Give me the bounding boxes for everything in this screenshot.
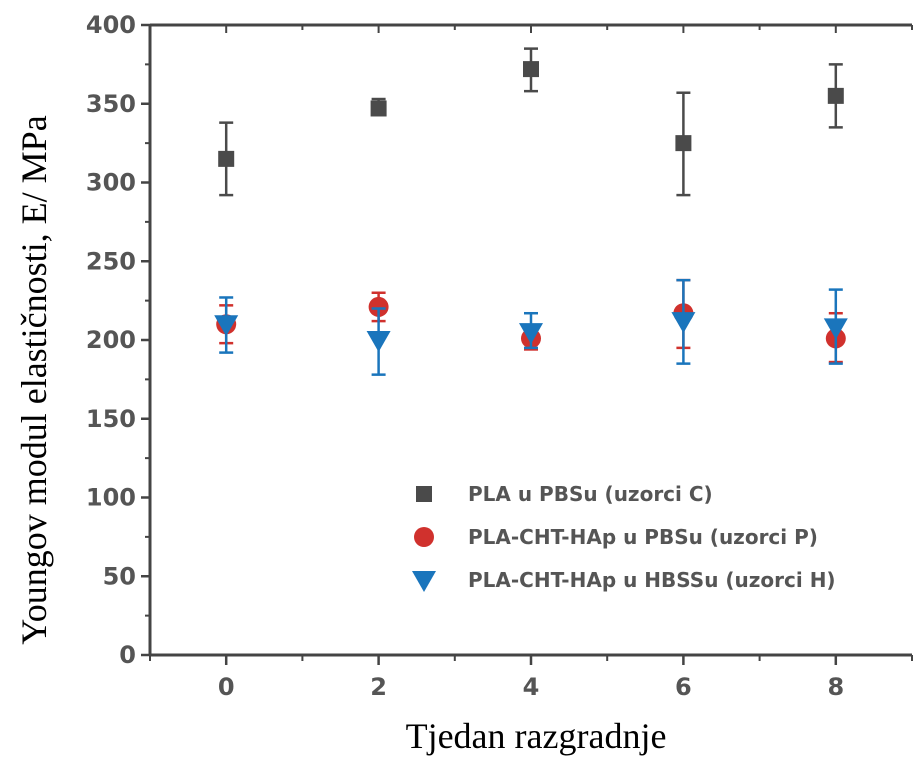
y-tick-label: 50	[103, 562, 136, 590]
y-tick-label: 150	[86, 405, 136, 433]
series-3	[214, 278, 848, 376]
data-point	[366, 331, 391, 352]
data-point	[523, 61, 539, 78]
data-point	[519, 323, 543, 345]
x-axis-title: Tjedan razgradnje	[406, 716, 667, 756]
data-point	[827, 87, 844, 104]
series-1	[218, 47, 844, 197]
y-axis-title: Youngov modul elastičnosti, E/ MPa	[14, 115, 54, 644]
x-tick-label: 2	[370, 673, 387, 701]
x-tick-label: 8	[827, 673, 844, 701]
legend-marker	[416, 486, 432, 502]
y-tick-label: 250	[86, 247, 136, 275]
data-points	[214, 47, 848, 376]
legend-label: PLA-CHT-HAp u HBSSu (uzorci H)	[468, 568, 836, 592]
y-tick-label: 300	[86, 169, 136, 197]
data-point	[823, 318, 848, 340]
data-point	[214, 315, 239, 337]
data-point	[675, 135, 692, 152]
y-tick-label: 400	[86, 11, 136, 39]
legend-marker	[412, 571, 436, 592]
data-point	[671, 312, 696, 334]
x-tick-label: 4	[523, 673, 540, 701]
x-tick-label: 0	[218, 673, 235, 701]
axes: 0 50 100 150 200 250 300 350 400 0 2 4 6 8	[86, 11, 913, 701]
legend-label: PLA u PBSu (uzorci C)	[468, 482, 713, 506]
y-tick-label: 0	[119, 641, 136, 669]
legend: PLA u PBSu (uzorci C) PLA-CHT-HAp u PBSu …	[412, 482, 836, 592]
y-tick-label: 350	[86, 90, 136, 118]
data-point	[218, 150, 235, 167]
legend-label: PLA-CHT-HAp u PBSu (uzorci P)	[468, 525, 818, 549]
x-tick-label: 6	[675, 673, 692, 701]
y-tick-label: 200	[86, 326, 136, 354]
legend-marker	[414, 527, 434, 547]
data-point	[370, 100, 387, 117]
y-tick-label: 100	[86, 484, 136, 512]
data-point	[368, 296, 389, 317]
